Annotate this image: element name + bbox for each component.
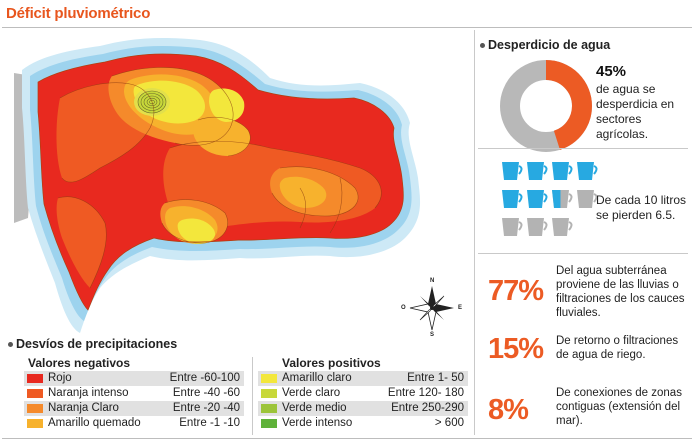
legend-swatch <box>261 404 277 413</box>
bottom-divider <box>2 438 692 439</box>
stat-8-text: De conexiones de zonas contiguas (extens… <box>556 387 682 427</box>
legend-swatch <box>27 404 43 413</box>
legend-heading-text: Desvíos de precipitaciones <box>16 337 178 351</box>
rainfall-map: N S E O <box>0 28 470 448</box>
legend-negative: Valores negativos Rojo Entre -60-100 Nara… <box>24 355 244 431</box>
legend-item-name: Verde intenso <box>282 417 353 429</box>
legend-item-name: Verde claro <box>282 387 341 399</box>
legend-item-name: Amarillo quemado <box>48 417 141 429</box>
desperdicio-heading-text: Desperdicio de agua <box>488 38 611 52</box>
legend-negative-title: Valores negativos <box>28 356 131 370</box>
island-outline <box>37 53 404 311</box>
stat-77-text: Del agua subterránea proviene de las llu… <box>556 265 685 319</box>
bullet-dot <box>8 342 13 348</box>
contour-lines <box>57 67 382 289</box>
legend-divider <box>252 357 253 435</box>
water-cup-icon <box>502 190 523 208</box>
stat-8-value: 8% <box>488 394 529 426</box>
stat-15-value: 15% <box>488 333 544 365</box>
water-cup-icon <box>577 190 598 208</box>
legend-swatch <box>261 374 277 383</box>
legend-item-name: Naranja intenso <box>48 387 129 399</box>
legend-swatch <box>261 389 277 398</box>
legend-item: Naranja intenso Entre -40 -60 <box>24 386 244 401</box>
legend-item: Verde medio Entre 250-290 <box>258 401 468 416</box>
legend-heading: Desvíos de precipitaciones <box>8 337 177 351</box>
water-cups-grid <box>498 158 598 248</box>
water-cup-icon <box>527 162 548 180</box>
water-cup-icon <box>527 190 548 208</box>
liters-text: De cada 10 litros se pierden 6.5. <box>596 193 687 222</box>
legend-swatch <box>27 389 43 398</box>
legend-item: Amarillo quemado Entre -1 -10 <box>24 416 244 431</box>
water-cup-icon <box>552 218 573 236</box>
water-cup-icon <box>577 162 598 180</box>
page-title: Déficit pluviométrico <box>6 5 151 22</box>
legend-item: Naranja Claro Entre -20 -40 <box>24 401 244 416</box>
water-cup-icon <box>527 218 548 236</box>
donut-percent-segment <box>500 60 592 152</box>
legend-positive: Valores positivos Amarillo claro Entre 1-… <box>258 355 468 431</box>
zone-amarillo-quemado-2 <box>193 117 251 156</box>
legend-item-range: Entre -60-100 <box>169 372 240 384</box>
zone-amarillo-quemado-4 <box>279 176 327 208</box>
legend-item-range: Entre 120- 180 <box>387 387 464 399</box>
legend-item: Amarillo claro Entre 1- 50 <box>258 371 468 386</box>
legend-swatch <box>27 419 43 428</box>
desperdicio-heading: Desperdicio de agua <box>480 38 610 52</box>
title-divider <box>2 27 692 28</box>
section-divider <box>478 148 688 149</box>
stat-77-value: 77% <box>488 275 544 307</box>
desperdicio-percent: 45% <box>596 63 627 80</box>
legend-item: Verde claro Entre 120- 180 <box>258 386 468 401</box>
zone-amarillo-claro-3 <box>177 218 216 244</box>
compass-e-label: E <box>458 305 463 311</box>
compass-rose-icon <box>409 286 454 331</box>
legend-item-range: Entre -40 -60 <box>172 387 240 399</box>
compass-n-label: N <box>430 278 435 284</box>
compass-o-label: O <box>401 305 406 311</box>
water-cup-icon <box>502 162 523 180</box>
column-divider <box>474 30 475 435</box>
desperdicio-text: de agua se desperdicia en sectores agríc… <box>596 82 675 141</box>
bullet-dot <box>480 43 485 49</box>
legend-item-range: Entre -1 -10 <box>179 417 240 429</box>
compass-s-label: S <box>430 332 435 338</box>
legend-item-name: Naranja Claro <box>48 402 119 414</box>
legend-item: Verde intenso > 600 <box>258 416 468 431</box>
legend-item-name: Amarillo claro <box>282 372 352 384</box>
legend-item: Rojo Entre -60-100 <box>24 371 244 386</box>
map-svg <box>14 38 454 333</box>
section-divider <box>478 253 688 254</box>
water-cup-icon <box>552 162 573 180</box>
legend-item-range: Entre -20 -40 <box>172 402 240 414</box>
donut-chart <box>500 60 592 152</box>
legend-item-range: Entre 1- 50 <box>407 372 464 384</box>
legend-swatch <box>261 419 277 428</box>
cups-svg <box>502 162 598 236</box>
legend-item-name: Verde medio <box>282 402 347 414</box>
zone-naranja-intenso-3 <box>56 196 107 288</box>
legend-swatch <box>27 374 43 383</box>
side-panel: Desperdicio de agua 45% de agua se despe… <box>478 28 694 438</box>
zone-amarillo-claro-2 <box>209 88 245 122</box>
legend-positive-title: Valores positivos <box>282 356 381 370</box>
legend-item-range: Entre 250-290 <box>391 402 464 414</box>
water-cup-icon <box>552 190 573 208</box>
legend-item-name: Rojo <box>48 372 72 384</box>
stat-15-text: De retorno o filtraciones de agua de rie… <box>556 335 679 361</box>
legend-item-range: > 600 <box>434 417 464 429</box>
water-cup-icon <box>502 218 523 236</box>
